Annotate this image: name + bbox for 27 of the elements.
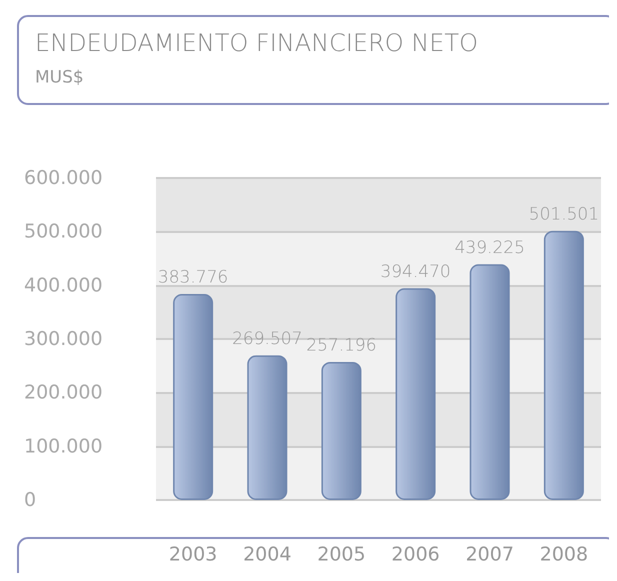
x-tick-label: 2006 xyxy=(391,544,440,566)
y-tick-label: 100.000 xyxy=(24,435,103,458)
bar xyxy=(470,264,510,500)
data-label: 439.225 xyxy=(454,238,525,258)
data-label: 501.501 xyxy=(528,204,600,224)
bar xyxy=(173,294,214,500)
x-tick-label: 2008 xyxy=(540,544,588,566)
x-tick-label: 2003 xyxy=(168,544,218,566)
y-tick-label: 300.000 xyxy=(24,328,103,350)
x-tick-label: 2004 xyxy=(243,544,292,566)
y-tick-label: 400.000 xyxy=(24,274,103,296)
x-tick-label: 2005 xyxy=(317,544,366,566)
chart-title: ENDEUDAMIENTO FINANCIERO NETO xyxy=(35,29,478,57)
chart-subtitle: MUS$ xyxy=(35,68,84,88)
data-label: 394.470 xyxy=(380,262,451,282)
x-tick-label: 2007 xyxy=(466,544,514,566)
y-tick-label: 500.000 xyxy=(24,220,103,243)
bar xyxy=(321,362,362,500)
y-tick-label: 0 xyxy=(24,489,36,511)
data-label: 383.776 xyxy=(158,268,228,288)
data-label: 269.507 xyxy=(232,328,302,349)
bar xyxy=(396,288,436,500)
y-tick-label: 600.000 xyxy=(24,167,103,189)
bar xyxy=(247,355,288,500)
y-tick-label: 200.000 xyxy=(24,382,103,404)
data-label: 257.196 xyxy=(306,335,377,356)
bar xyxy=(544,230,584,500)
